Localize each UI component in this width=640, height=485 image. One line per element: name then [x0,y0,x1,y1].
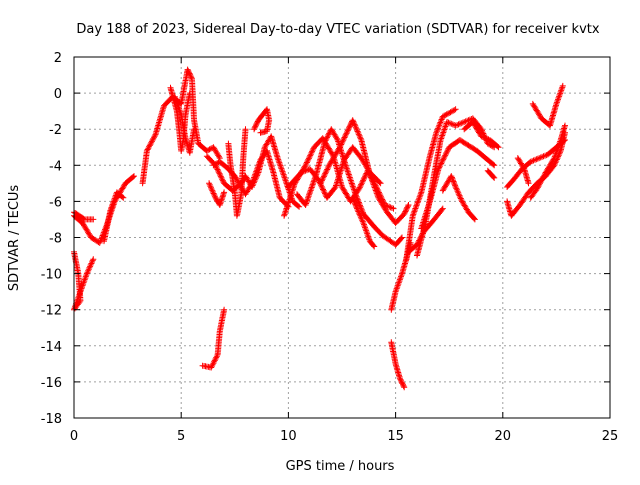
grid-lines [74,57,610,418]
data-series [101,189,127,245]
data-point-markers [461,119,502,151]
data-point-markers [101,189,127,245]
data-series [439,173,478,223]
data-point-markers [529,82,566,129]
data-point-markers [294,126,405,248]
y-tick-label: -8 [49,232,62,247]
data-series [71,248,97,313]
data-series [251,106,273,136]
data-point-markers [171,93,198,156]
data-series [403,106,459,263]
y-tick-label: -18 [41,412,62,427]
data-point-markers [514,155,532,187]
data-point-markers [403,106,459,263]
data-series [317,117,412,227]
data-point-markers [527,122,568,201]
data-series [388,339,408,391]
data-series [529,82,566,129]
data-series [199,306,228,371]
y-tick-label: -4 [49,159,62,174]
data-point-markers [418,137,498,232]
data-point-markers [71,248,97,313]
data-point-markers [199,306,228,371]
y-tick-label: -2 [49,123,62,138]
chart-title: Day 188 of 2023, Sidereal Day-to-day VTE… [76,22,599,37]
data-series [418,137,498,232]
y-axis-label: SDTVAR / TECUs [7,185,22,292]
x-tick-label: 20 [495,429,512,444]
data-point-markers [225,126,249,219]
x-axis-label: GPS time / hours [286,459,395,474]
data-series [527,122,568,201]
data-series [210,147,292,210]
data-point-markers [210,147,292,210]
y-tick-label: -10 [41,268,62,283]
data-point-markers [251,106,273,136]
data-series [484,167,498,181]
y-tick-label: -14 [41,340,62,355]
x-tick-label: 10 [280,429,297,444]
series-layer [71,66,568,391]
data-series [171,93,198,156]
data-series [294,126,405,248]
data-series [206,180,228,208]
data-series [349,194,378,250]
y-tick-label: 2 [54,51,62,66]
data-series [461,119,502,151]
data-point-markers [484,167,498,181]
y-tick-label: -16 [41,376,62,391]
y-tick-label: -12 [41,304,62,319]
x-tick-label: 0 [70,429,78,444]
data-series [225,126,249,219]
data-point-markers [388,339,408,391]
y-tick-label: -6 [49,195,62,210]
data-point-markers [71,209,97,223]
x-tick-label: 15 [387,429,404,444]
x-tick-label: 25 [602,429,619,444]
data-series [71,209,97,223]
x-tick-label: 5 [177,429,185,444]
data-point-markers [439,173,478,223]
data-point-markers [317,117,412,227]
data-point-markers [349,194,378,250]
y-tick-label: 0 [54,87,62,102]
data-point-markers [206,180,228,208]
data-series [514,155,532,187]
